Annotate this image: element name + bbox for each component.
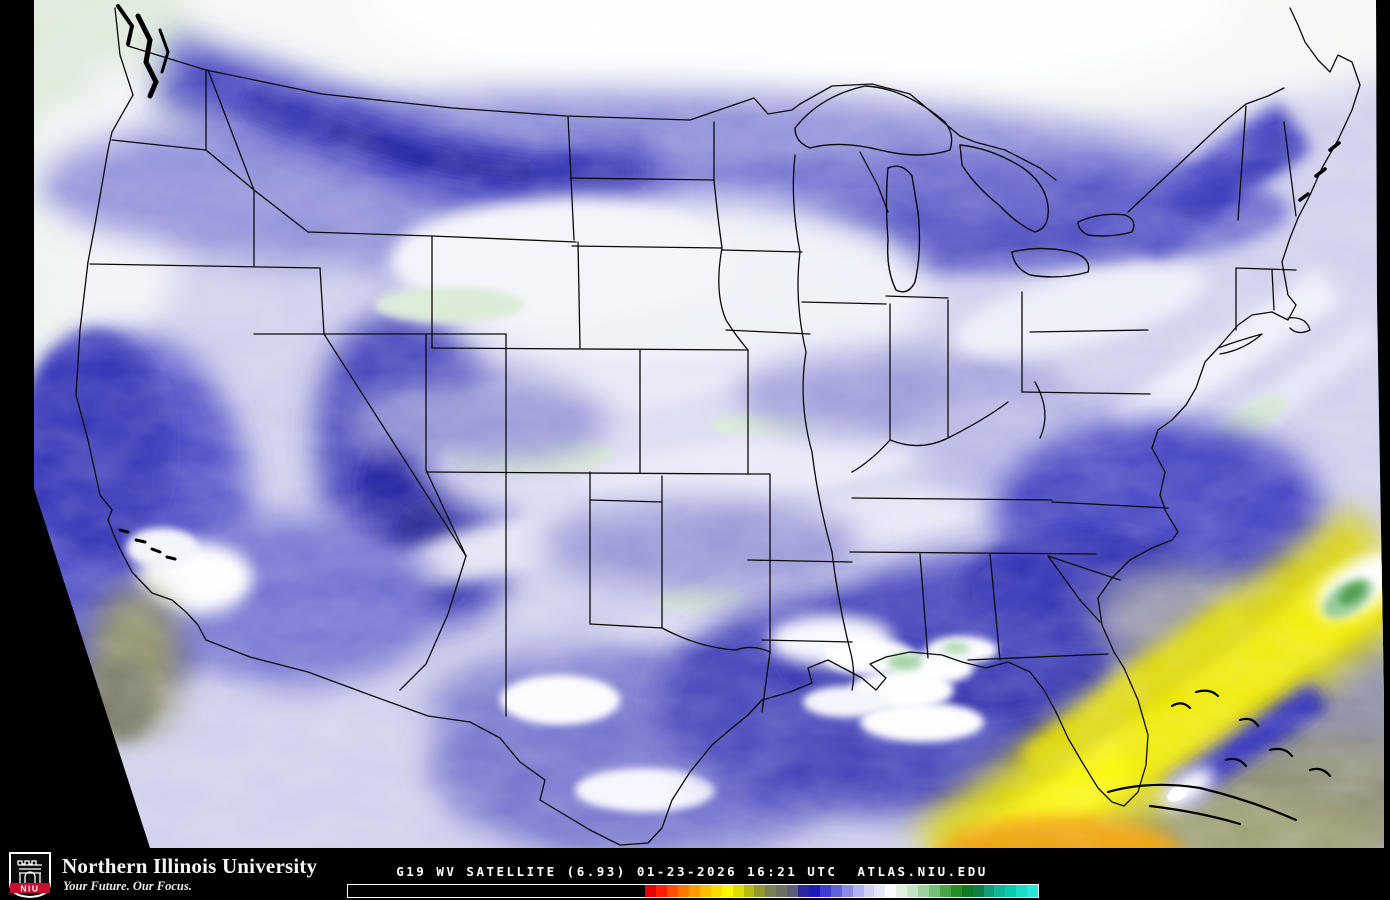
- colorbar-segment: [852, 885, 864, 897]
- bottom-bar: NIU Northern Illinois University Your Fu…: [0, 848, 1390, 900]
- colorbar-segment: [907, 885, 919, 897]
- moisture-field: [34, 0, 1384, 848]
- satellite-map: [34, 0, 1384, 848]
- colorbar-segment: [863, 885, 875, 897]
- colorbar-segment: [809, 885, 820, 897]
- colorbar-segment: [1005, 885, 1017, 897]
- logo-acronym: NIU: [20, 884, 39, 894]
- colorbar: [347, 884, 1039, 898]
- colorbar-segment: [1027, 885, 1039, 897]
- colorbar-segment: [961, 885, 973, 897]
- colorbar-segment: [841, 885, 853, 897]
- colorbar-segment: [950, 885, 962, 897]
- colorbar-segment: [776, 885, 788, 897]
- logo-castle-icon: [17, 860, 42, 883]
- islands-coastlines: [116, 4, 1341, 826]
- colorbar-segment: [710, 885, 722, 897]
- colorbar-segment: [983, 885, 995, 897]
- image-caption: G19 WV SATELLITE (6.93) 01-23-2026 16:21…: [396, 864, 988, 879]
- colorbar-segment: [939, 885, 951, 897]
- colorbar-segment: [798, 885, 809, 897]
- colorbar-segment: [896, 885, 908, 897]
- colorbar-segment: [743, 885, 755, 897]
- colorbar-segment: [721, 885, 733, 897]
- colorbar-segment: [689, 885, 700, 897]
- colorbar-segment: [645, 885, 657, 897]
- colorbar-segment: [699, 885, 711, 897]
- great-lakes: [794, 85, 1135, 293]
- colorbar-segment: [348, 885, 646, 897]
- colorbar-segment: [994, 885, 1006, 897]
- colorbar-segment: [656, 885, 668, 897]
- colorbar-segment: [1016, 885, 1028, 897]
- colorbar-segment: [830, 885, 842, 897]
- colorbar-segment: [918, 885, 929, 897]
- university-name: Northern Illinois University: [62, 854, 318, 878]
- colorbar-segment: [754, 885, 766, 897]
- colorbar-segment: [765, 885, 777, 897]
- water-vapor-image: [34, 0, 1384, 848]
- colorbar-segment: [732, 885, 744, 897]
- logo-red-band: [10, 883, 50, 893]
- colorbar-segment: [819, 885, 831, 897]
- colorbar-segment: [972, 885, 984, 897]
- colorbar-segment: [787, 885, 799, 897]
- colorbar-segment: [928, 885, 940, 897]
- colorbar-segment: [678, 885, 690, 897]
- colorbar-segment: [667, 885, 679, 897]
- state-borders: [75, 7, 1361, 846]
- colorbar-segment: [885, 885, 897, 897]
- colorbar-segment: [874, 885, 886, 897]
- university-tagline: Your Future. Our Focus.: [63, 879, 192, 893]
- niu-logo: NIU: [9, 852, 51, 898]
